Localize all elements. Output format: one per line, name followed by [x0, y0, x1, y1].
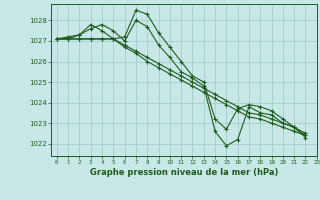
- X-axis label: Graphe pression niveau de la mer (hPa): Graphe pression niveau de la mer (hPa): [90, 168, 278, 177]
